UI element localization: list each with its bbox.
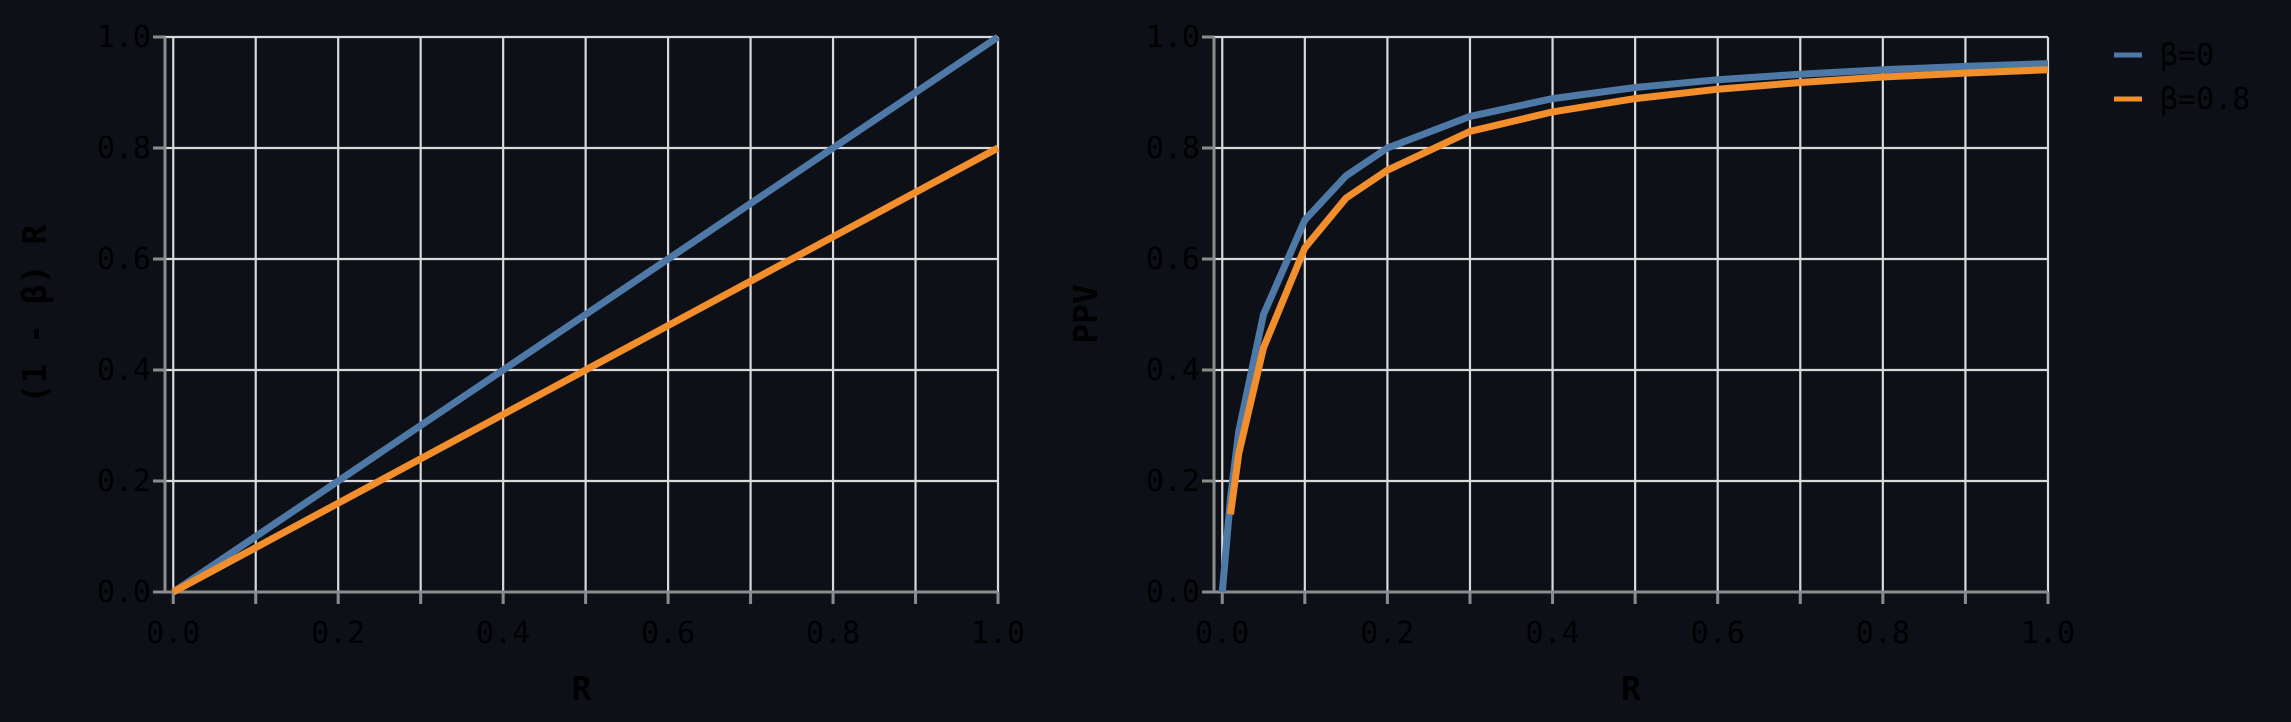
y-tick-label: 0.0 — [97, 575, 151, 610]
x-tick-label: 0.2 — [311, 616, 365, 651]
series-line--0 — [171, 34, 1000, 595]
y-tick-label: 0.0 — [1146, 575, 1200, 610]
x-tick-label: 1.0 — [971, 616, 1025, 651]
legend-label-beta-0.8: β=0.8 — [2160, 82, 2250, 117]
legend-label-beta-0: β=0 — [2160, 38, 2214, 73]
legend: β=0 β=0.8 — [2114, 38, 2250, 117]
x-axis-label: R — [572, 669, 592, 708]
y-tick-label: 0.2 — [97, 464, 151, 499]
x-tick-label: 0.8 — [1856, 616, 1910, 651]
x-tick-label: 0.6 — [1691, 616, 1745, 651]
x-axis-label: R — [1621, 669, 1641, 708]
y-axis-label: (1 - β) R — [15, 224, 54, 403]
y-tick-label: 0.4 — [1146, 353, 1200, 388]
y-tick-label: 0.6 — [1146, 242, 1200, 277]
y-tick-label: 1.0 — [97, 20, 151, 55]
y-tick-label: 0.4 — [97, 353, 151, 388]
left-chart-panel: 0.0 0.2 0.4 0.6 0.8 1.0 0.0 0.2 0.4 0.6 0.8 1.0 R (1 … — [15, 20, 1025, 708]
y-tick-label: 0.8 — [1146, 131, 1200, 166]
x-tick-label: 0.0 — [146, 616, 200, 651]
series-line--0.8 — [171, 144, 1000, 596]
x-tick-label: 0.8 — [806, 616, 860, 651]
x-tick-label: 0.4 — [476, 616, 530, 651]
y-tick-label: 0.2 — [1146, 464, 1200, 499]
right-chart-panel: 0.0 0.2 0.4 0.6 0.8 1.0 0.0 0.2 0.4 0.6 0.8 1.0 R PPV — [1066, 20, 2075, 708]
y-tick-label: 0.8 — [97, 131, 151, 166]
series-line--0 — [1218, 60, 2049, 593]
y-tick-label: 0.6 — [97, 242, 151, 277]
x-tick-label: 0.6 — [641, 616, 695, 651]
series-line--0.8 — [1227, 66, 2049, 515]
y-axis-label: PPV — [1066, 284, 1105, 344]
x-tick-label: 0.0 — [1195, 616, 1249, 651]
x-tick-label: 0.4 — [1525, 616, 1579, 651]
x-tick-label: 1.0 — [2021, 616, 2075, 651]
y-tick-label: 1.0 — [1146, 20, 1200, 55]
x-tick-label: 0.2 — [1360, 616, 1414, 651]
